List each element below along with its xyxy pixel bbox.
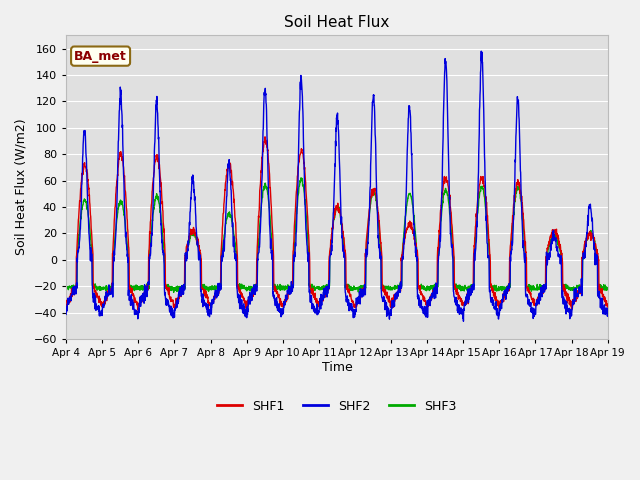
Title: Soil Heat Flux: Soil Heat Flux <box>284 15 390 30</box>
Text: BA_met: BA_met <box>74 49 127 62</box>
X-axis label: Time: Time <box>321 361 352 374</box>
Legend: SHF1, SHF2, SHF3: SHF1, SHF2, SHF3 <box>212 395 461 418</box>
Y-axis label: Soil Heat Flux (W/m2): Soil Heat Flux (W/m2) <box>15 119 28 255</box>
